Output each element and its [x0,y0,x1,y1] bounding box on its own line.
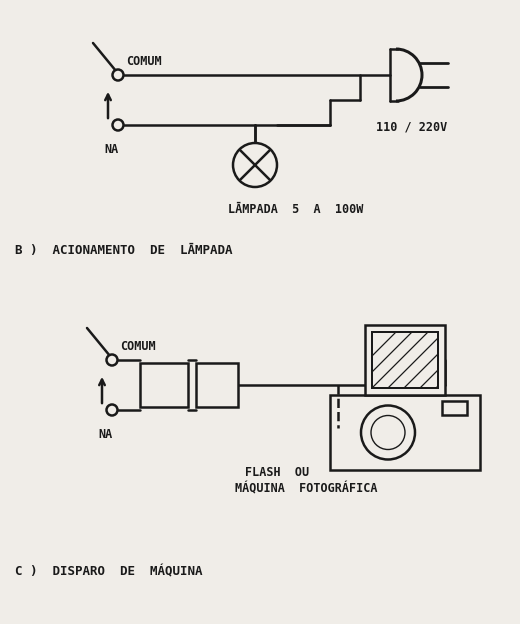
Text: COMUM: COMUM [126,55,162,68]
Bar [140,363,188,407]
Bar [365,325,445,395]
Bar [372,332,438,388]
Circle shape [112,120,124,130]
Bar [330,395,480,470]
Circle shape [112,69,124,80]
Circle shape [371,416,405,449]
Bar [442,401,467,415]
Text: COMUM: COMUM [120,340,155,353]
Text: LĀMPADA  5  A  100W: LĀMPADA 5 A 100W [228,203,363,216]
Text: B )  ACIONAMENTO  DE  LĀMPADA: B ) ACIONAMENTO DE LĀMPADA [15,244,232,257]
Circle shape [233,143,277,187]
Text: 110 / 220V: 110 / 220V [376,120,447,133]
Circle shape [361,406,415,459]
Text: NA: NA [98,428,112,441]
Text: NA: NA [104,143,118,156]
Circle shape [107,354,118,366]
Text: FLASH  OU: FLASH OU [245,466,309,479]
Text: C )  DISPARO  DE  MÁQUINA: C ) DISPARO DE MÁQUINA [15,565,202,578]
Bar [196,363,238,407]
Circle shape [107,404,118,416]
Text: MÁQUINA  FOTOGRÁFICA: MÁQUINA FOTOGRÁFICA [235,482,378,495]
